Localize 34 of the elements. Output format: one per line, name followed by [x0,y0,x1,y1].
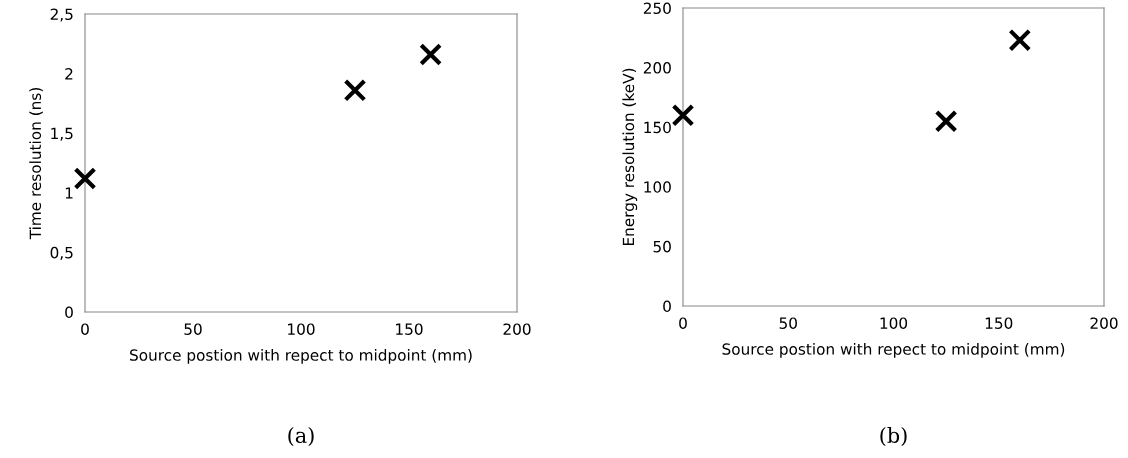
x-tick-label: 150 [985,317,1013,329]
point [934,109,958,133]
y-tick-label: 2 [65,68,73,80]
x-tick-label: 200 [503,323,531,335]
y-tick-label: 150 [644,121,671,134]
x-axis-title: Source postion with repect to midpoint (mm) [130,349,472,364]
x-tick-label: 200 [1090,317,1118,329]
point [73,167,97,190]
x-tick-label: 150 [396,323,423,335]
y-tick-label: 1 [65,187,73,199]
x-tick-label: 0 [81,323,89,335]
y-tick-label: 0 [65,306,73,319]
text: (a) [288,426,314,446]
y-tick-label: 100 [644,181,671,193]
point [671,103,695,127]
y-tick-label: 1,5 [51,127,73,141]
point [419,43,443,66]
x-tick-label: 0 [679,317,687,329]
y-tick-label: 50 [653,240,671,253]
y-tick-label: 250 [643,2,671,15]
point [343,78,367,102]
y-tick-label: 200 [643,62,671,74]
y-axis-title: Time resolution (ns) [29,88,43,240]
x-axis-title: Source postion with repect to midpoint (mm) [722,343,1065,358]
y-axis-title: Energy resolution (keV) [622,68,638,246]
y-tick-label: 2,5 [50,8,73,22]
x-tick-label: 100 [288,323,315,335]
y-tick-label: 0,5 [50,246,73,260]
x-tick-label: 50 [184,323,202,335]
y-tick-label: 0 [663,300,671,313]
point [1008,28,1032,52]
x-tick-label: 50 [779,317,797,329]
x-tick-label: 100 [880,317,908,329]
text: (b) [880,426,907,446]
